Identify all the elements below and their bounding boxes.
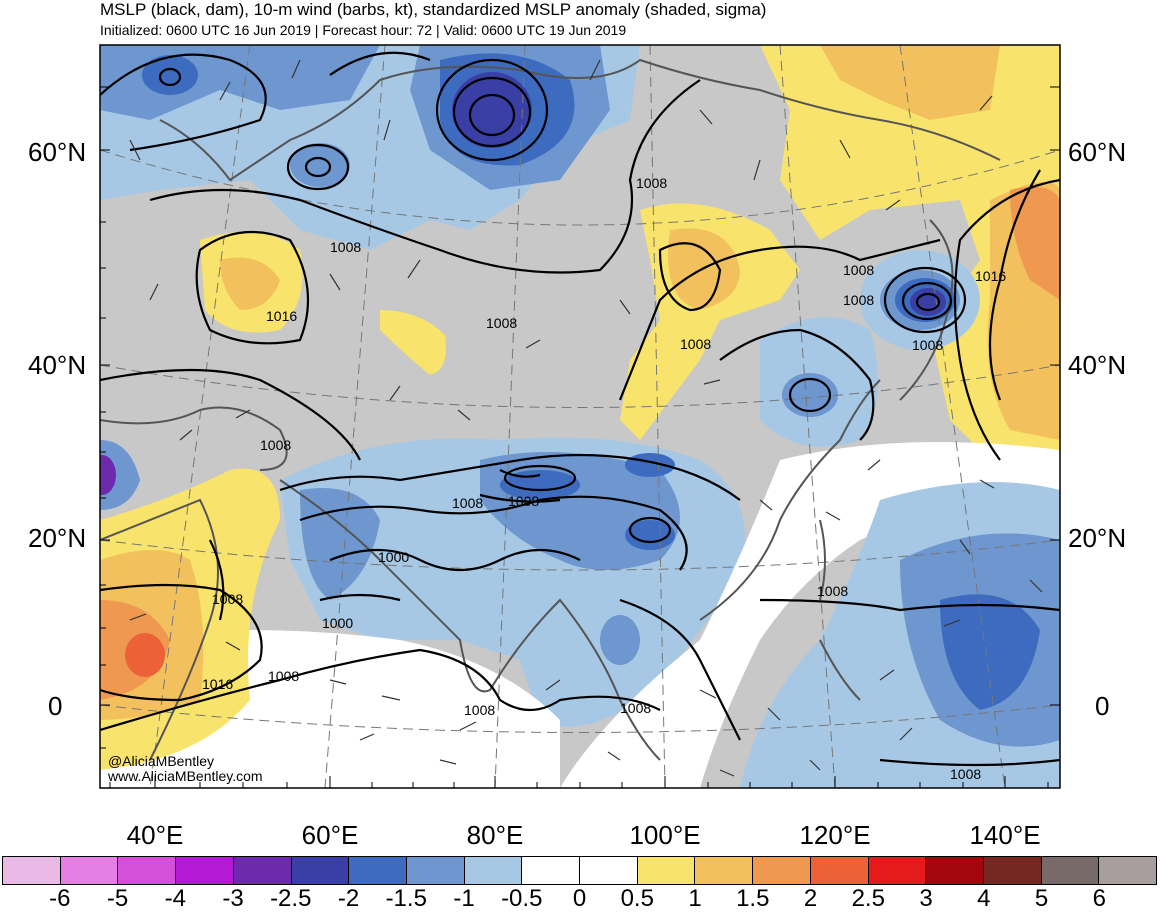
colorbar-swatch: [522, 857, 581, 884]
colorbar-swatch: [1099, 857, 1157, 884]
lon-label-40e: 40°E: [126, 820, 184, 850]
colorbar-tick-label: 6: [1092, 885, 1106, 912]
colorbar-tick-label: -0.5: [501, 885, 543, 912]
lat-label-20n-right: 20°N: [1068, 523, 1127, 553]
isobar-label: 1000: [378, 549, 409, 565]
anomaly-shading: [100, 45, 1060, 788]
isobar-label: 1008: [912, 337, 943, 353]
colorbar-tick-label: -3: [222, 885, 244, 912]
lon-label-80e: 80°E: [466, 820, 524, 850]
colorbar-tick-label: -4: [164, 885, 186, 912]
map-title: MSLP (black, dam), 10-m wind (barbs, kt)…: [100, 0, 767, 19]
colorbar-tick-label: 1: [688, 885, 702, 912]
isobar-label: 1008: [843, 292, 874, 308]
lat-label-40n-left: 40°N: [28, 350, 87, 380]
colorbar-swatch: [637, 857, 696, 884]
lat-label-0-left: 0: [48, 691, 63, 721]
colorbar-swatch: [176, 857, 234, 884]
isobar-label: 1008: [680, 336, 711, 352]
colorbar-swatch: [233, 857, 292, 884]
colorbar-tick-label: -1.5: [385, 885, 427, 912]
colorbar-swatch: [868, 857, 927, 884]
colorbar-swatch: [464, 857, 523, 884]
lat-label-20n-left: 20°N: [28, 523, 87, 553]
isobars: [100, 51, 1060, 767]
colorbar-tick-label: 2.5: [851, 885, 885, 912]
colorbar-tick-label: -1: [453, 885, 475, 912]
colorbar-tick-label: 4: [977, 885, 991, 912]
credit-website[interactable]: www.AliciaMBentley.com: [108, 768, 263, 784]
isobar-label: 1016: [202, 676, 233, 692]
colorbar-swatch: [810, 857, 869, 884]
colorbar-tick-label: -2.5: [270, 885, 312, 912]
lon-label-140e: 140°E: [969, 820, 1041, 850]
colorbar-swatch: [60, 857, 119, 884]
colorbar-swatch: [926, 857, 984, 884]
graticule: [100, 45, 1060, 788]
colorbar-tick-label: -6: [49, 885, 71, 912]
colorbar-tick-label: -5: [106, 885, 129, 912]
colorbar-swatch: [1041, 857, 1100, 884]
colorbar-swatch: [580, 857, 638, 884]
lon-label-120e: 120°E: [799, 820, 871, 850]
lat-label-40n-right: 40°N: [1068, 350, 1127, 380]
isobar-label: 1008: [330, 239, 361, 255]
colorbar-swatch: [291, 857, 350, 884]
coastlines: [100, 58, 1001, 761]
colorbar-swatch: [406, 857, 465, 884]
isobar-label: 1016: [975, 268, 1006, 284]
isobar-label: 1008: [464, 702, 495, 718]
lon-label-60e: 60°E: [301, 820, 359, 850]
colorbar: [2, 856, 1157, 885]
colorbar-tick-label: 0: [572, 885, 587, 912]
lon-label-100e: 100°E: [629, 820, 701, 850]
lat-label-60n-left: 60°N: [28, 137, 87, 167]
isobar-label: 1016: [266, 308, 297, 324]
colorbar-tick-label: 5: [1034, 885, 1049, 912]
isobar-label: 1008: [843, 262, 874, 278]
lat-label-0-right: 0: [1095, 691, 1110, 721]
isobar-label: 1008: [636, 175, 667, 191]
isobar-label: 1008: [817, 583, 848, 599]
colorbar-tick-label: 2: [803, 885, 818, 912]
colorbar-swatch: [695, 857, 754, 884]
isobar-label: 1008: [950, 766, 981, 782]
isobar-label: 1008: [212, 591, 243, 607]
isobar-labels: 1008 1008 1016 1008 1008 1016 1008 1008 …: [202, 175, 1006, 782]
isobar-label: 1008: [508, 493, 539, 509]
credit-handle: @AliciaMBentley: [108, 753, 215, 769]
colorbar-swatch: [3, 857, 61, 884]
colorbar-swatch: [983, 857, 1042, 884]
isobar-label: 1008: [260, 437, 291, 453]
colorbar-swatch: [349, 857, 407, 884]
isobar-label: 1008: [452, 495, 483, 511]
frame-ticks: [100, 86, 1060, 788]
colorbar-tick-label: 3: [919, 885, 933, 912]
isobar-label: 1008: [486, 315, 517, 331]
colorbar-tick-label: 0.5: [620, 885, 654, 912]
isobar-label: 1008: [620, 700, 651, 716]
colorbar-tick-label: 1.5: [736, 885, 770, 912]
colorbar-swatch: [118, 857, 177, 884]
colorbar-tick-label: -2: [337, 885, 360, 912]
lat-label-60n-right: 60°N: [1068, 137, 1127, 167]
isobar-label: 1008: [268, 668, 299, 684]
colorbar-swatch: [753, 857, 811, 884]
isobar-label: 1000: [322, 615, 353, 631]
wind-barbs: [129, 59, 1043, 777]
map-subtitle: Initialized: 0600 UTC 16 Jun 2019 | Fore…: [100, 22, 627, 38]
